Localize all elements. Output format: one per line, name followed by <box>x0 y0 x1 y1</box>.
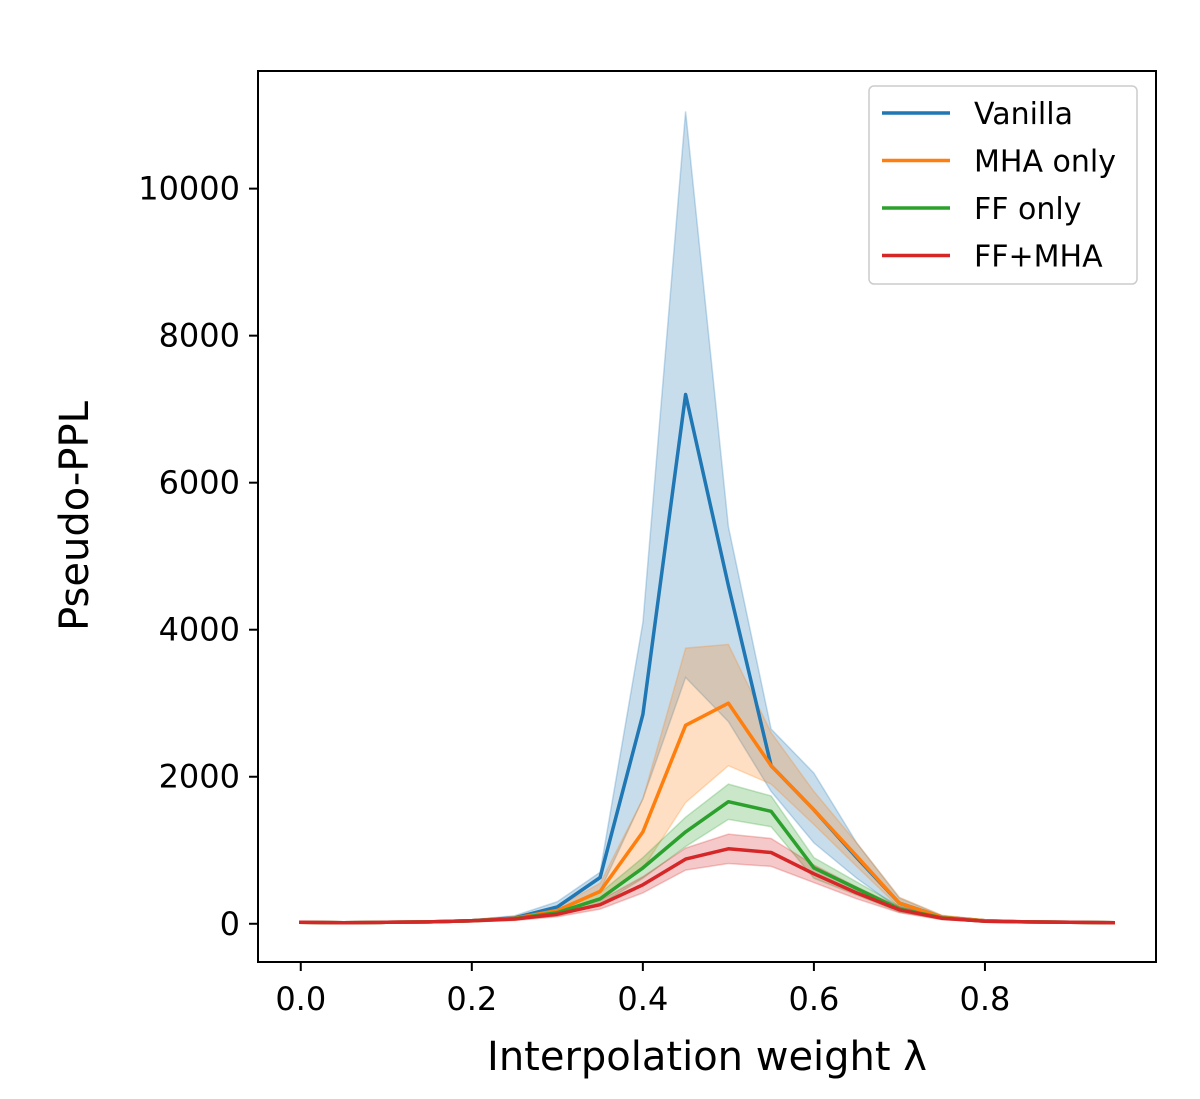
y-axis-ticks: 0 2000 4000 6000 8000 10000 <box>138 170 258 943</box>
legend-box <box>868 85 1138 285</box>
y-tick-label: 8000 <box>159 317 240 355</box>
band-mha-only <box>300 643 1114 924</box>
plot-frame <box>257 70 1157 963</box>
band-ff-mha <box>300 833 1114 924</box>
x-axis-ticks: 0.0 0.2 0.4 0.6 0.8 <box>275 962 1010 1018</box>
y-tick-label: 4000 <box>159 611 240 649</box>
x-axis-label: Interpolation weight λ <box>487 1034 927 1080</box>
legend-label-ff-mha: FF+MHA <box>974 240 1103 275</box>
x-tick-label: 0.0 <box>275 980 326 1018</box>
legend-label-mha-only: MHA only <box>974 145 1116 180</box>
x-tick-label: 0.8 <box>960 980 1011 1018</box>
x-tick-label: 0.6 <box>788 980 839 1018</box>
series-lines <box>299 392 1115 925</box>
x-tick-label: 0.4 <box>617 980 668 1018</box>
legend-label-ff-only: FF only <box>974 192 1082 227</box>
y-tick-label: 6000 <box>159 464 240 502</box>
y-tick-label: 0 <box>220 905 240 943</box>
y-tick-label: 10000 <box>138 170 240 208</box>
x-tick-label: 0.2 <box>446 980 497 1018</box>
y-tick-label: 2000 <box>159 758 240 796</box>
y-axis-label: Pseudo-PPL <box>52 400 98 631</box>
legend: Vanilla MHA only FF only FF+MHA <box>868 85 1138 285</box>
legend-label-vanilla: Vanilla <box>974 97 1073 132</box>
line-ff-mha <box>299 847 1115 925</box>
